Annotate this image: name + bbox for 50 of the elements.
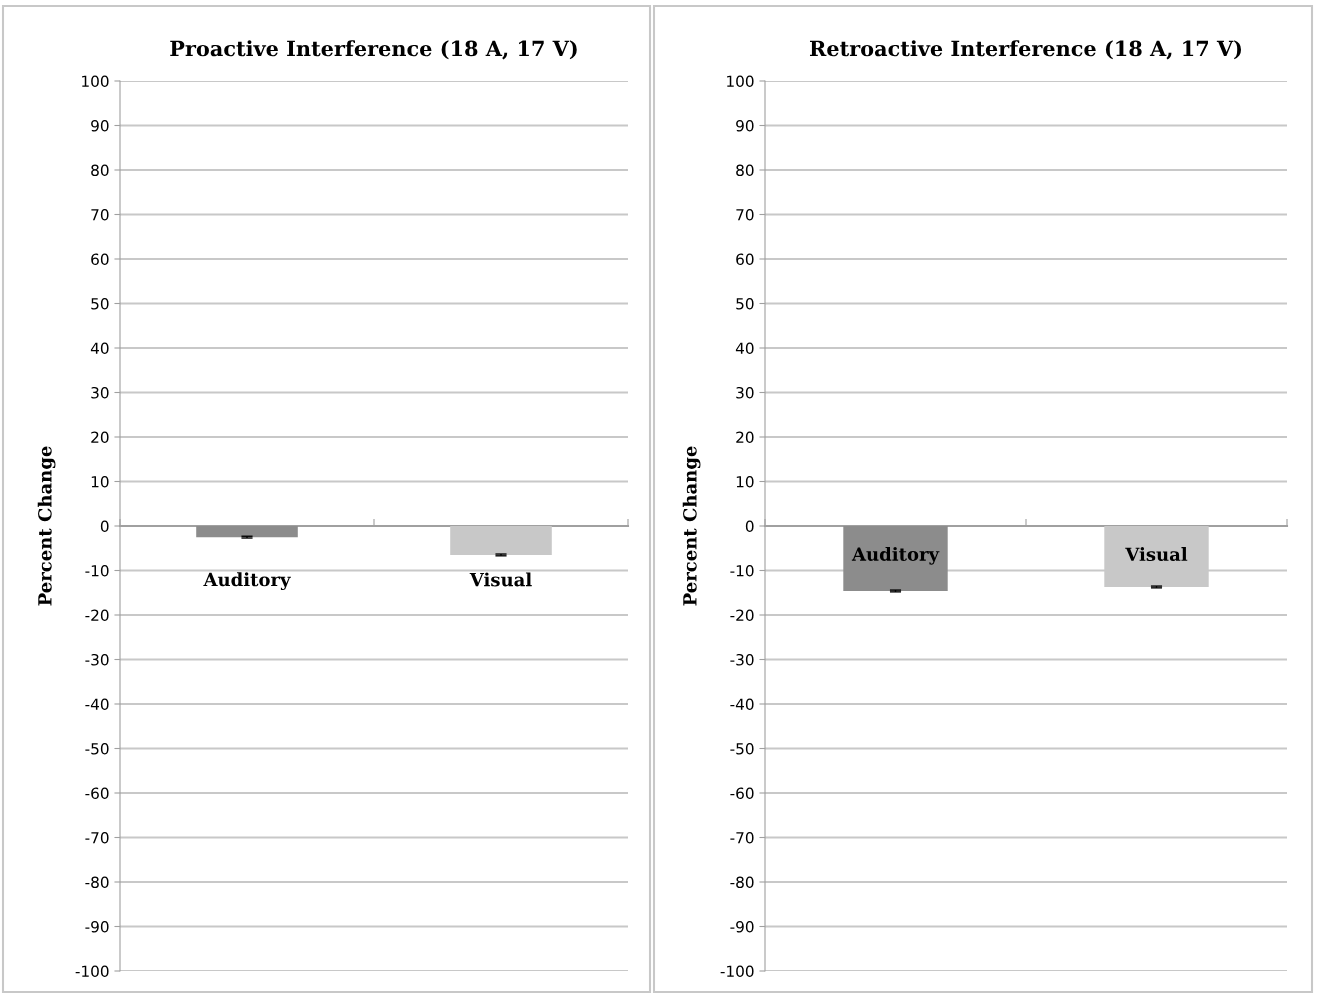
y-tick-label: 70: [91, 208, 109, 221]
y-tick-label: -90: [85, 920, 109, 933]
y-tick-label: -70: [730, 831, 754, 844]
chart-title: Proactive Interference (18 A, 17 V): [170, 40, 577, 60]
y-tick-label: 10: [91, 475, 109, 488]
y-axis-title: Percent Change: [37, 446, 56, 606]
y-tick-label: -60: [730, 787, 754, 800]
y-tick-label: -100: [720, 965, 754, 978]
y-tick-label: -90: [730, 920, 754, 933]
y-tick-label: 100: [82, 75, 109, 88]
y-tick-label: 0: [745, 520, 754, 533]
y-tick-label: -50: [85, 742, 109, 755]
y-tick-label: 80: [91, 164, 109, 177]
y-tick-label: -80: [85, 876, 109, 889]
y-tick-label: -20: [85, 609, 109, 622]
y-tick-label: 20: [736, 431, 754, 444]
y-tick-label: 80: [736, 164, 754, 177]
y-tick-label: -50: [730, 742, 754, 755]
y-tick-label: 30: [91, 386, 109, 399]
chart-title: Retroactive Interference (18 A, 17 V): [809, 40, 1241, 60]
y-tick-label: -10: [85, 564, 109, 577]
y-tick-label: 20: [91, 431, 109, 444]
y-tick-label: -30: [730, 653, 754, 666]
y-tick-label: 40: [735, 342, 754, 355]
y-tick-label: -40: [730, 698, 754, 711]
y-tick-label: 90: [91, 119, 109, 132]
y-tick-label: 90: [736, 119, 754, 132]
x-tick-label: Auditory: [851, 546, 940, 565]
x-tick-label: Auditory: [203, 572, 291, 591]
y-tick-label: 10: [736, 475, 754, 488]
y-tick-label: 0: [100, 520, 109, 533]
y-axis-title: Percent Change: [682, 446, 701, 606]
y-tick-label: -60: [85, 787, 109, 800]
y-tick-label: 60: [736, 253, 754, 266]
y-tick-label: -70: [85, 831, 109, 844]
y-tick-label: 100: [727, 75, 754, 88]
y-tick-label: 70: [736, 208, 754, 221]
y-tick-label: 50: [91, 297, 109, 310]
y-tick-label: -10: [730, 564, 754, 577]
y-tick-label: 40: [90, 342, 109, 355]
x-tick-label: Visual: [469, 572, 532, 587]
y-tick-label: -100: [75, 965, 109, 978]
y-tick-label: -40: [85, 698, 109, 711]
y-tick-label: 50: [736, 297, 754, 310]
x-tick-label: Visual: [1125, 547, 1188, 562]
y-tick-label: 60: [91, 253, 109, 266]
y-tick-label: -30: [85, 653, 109, 666]
y-tick-label: -80: [730, 876, 754, 889]
y-tick-label: -20: [730, 609, 754, 622]
y-tick-label: 30: [736, 386, 754, 399]
